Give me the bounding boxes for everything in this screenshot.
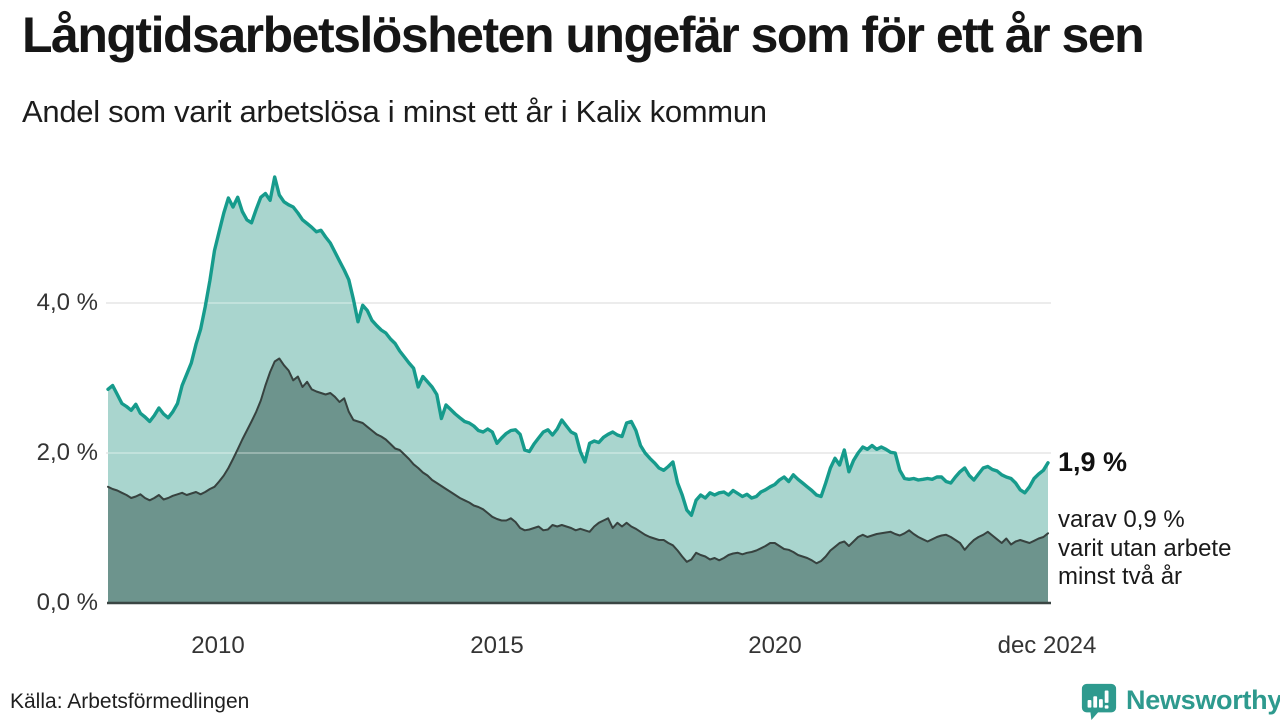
newsworthy-logo: Newsworthy <box>1080 682 1280 720</box>
annotation-detail-line: minst två år <box>1058 563 1183 590</box>
y-axis-tick-label: 0,0 % <box>36 589 98 616</box>
chart-title: Långtidsarbetslösheten ungefär som för e… <box>22 7 1145 63</box>
y-axis-tick-label: 2,0 % <box>36 439 98 466</box>
annotation-detail: varav 0,9 % varit utan arbete minst två … <box>1058 506 1231 592</box>
x-axis-tick-label: 2020 <box>748 632 802 659</box>
x-axis-tick-label: 2010 <box>191 632 245 659</box>
chart-subtitle: Andel som varit arbetslösa i minst ett å… <box>22 94 767 129</box>
logo-wordmark: Newsworthy <box>1126 684 1280 715</box>
x-axis-tick-label: 2015 <box>470 632 524 659</box>
source-note: Källa: Arbetsförmedlingen <box>10 690 250 713</box>
annotation-detail-line: varit utan arbete <box>1058 534 1232 562</box>
annotation-latest-value: 1,9 % <box>1058 447 1128 477</box>
chart-speech-bubble-icon <box>1081 683 1117 720</box>
annotation-detail-line: varav 0,9 % <box>1058 506 1185 533</box>
y-axis-tick-label: 4,0 % <box>36 289 98 316</box>
x-axis-tick-label: dec 2024 <box>997 632 1097 659</box>
